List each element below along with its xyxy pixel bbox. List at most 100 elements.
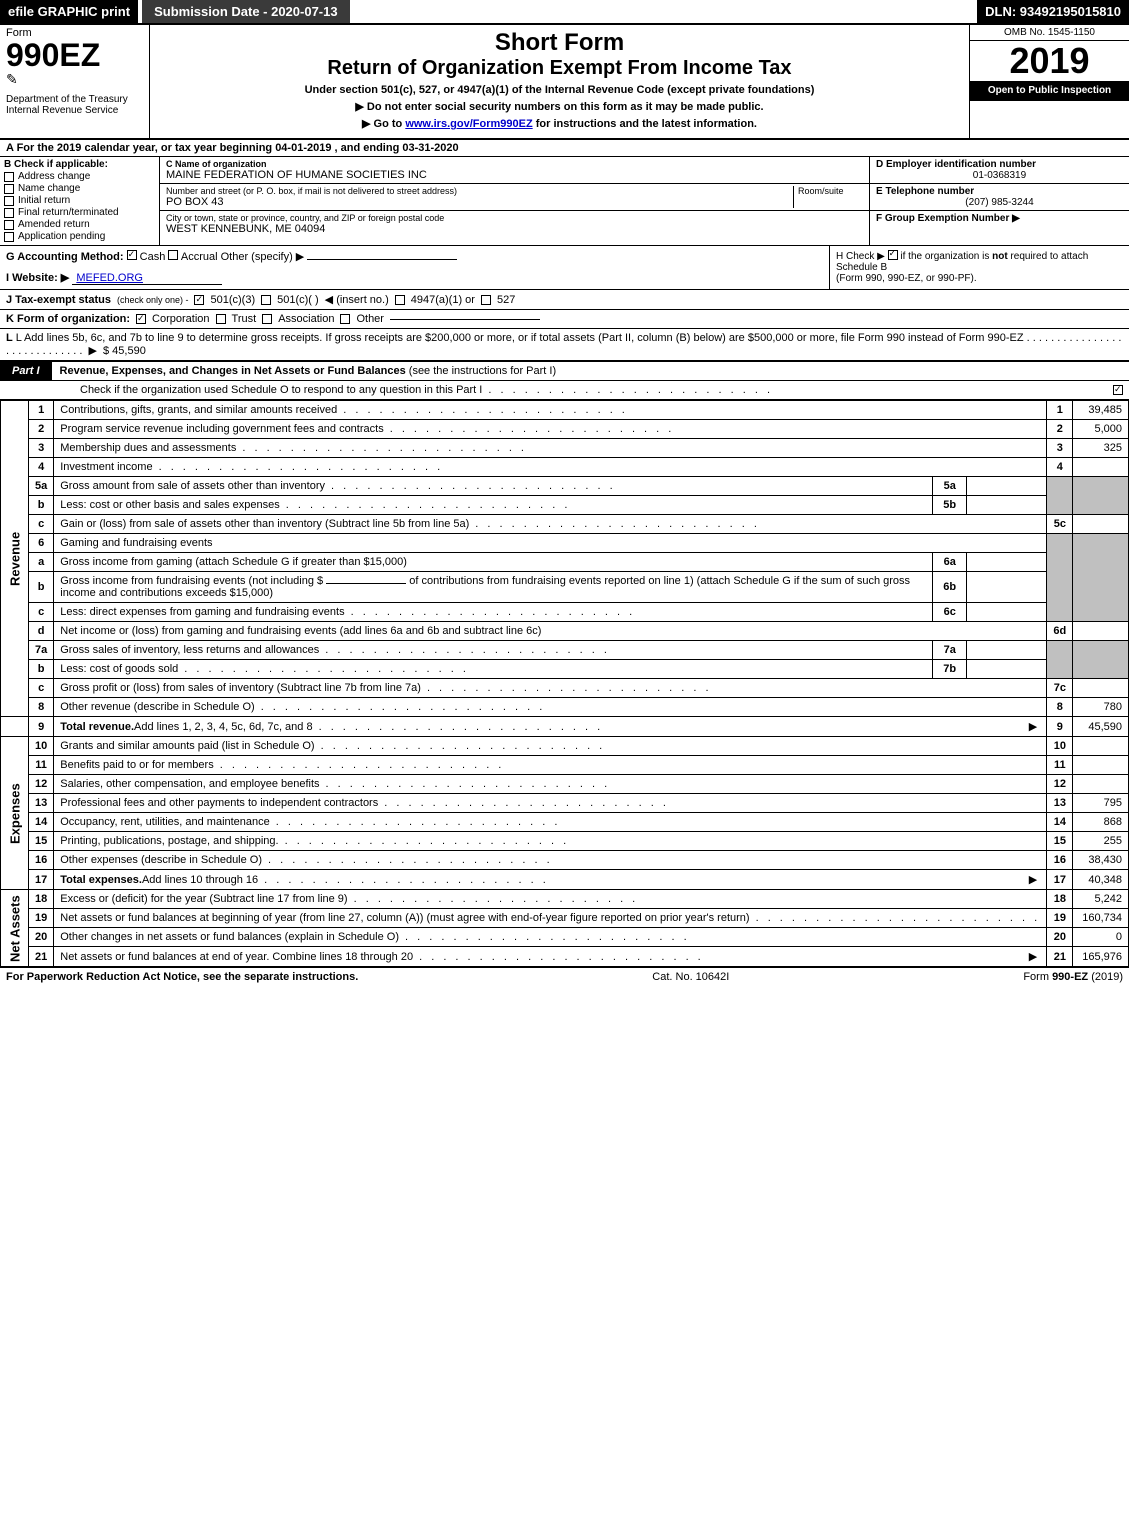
checkbox-527[interactable] xyxy=(481,295,491,305)
arrow-icon: ▶ xyxy=(1029,950,1037,963)
j-opt1: 501(c)(3) xyxy=(210,294,255,306)
header-left: Form 990EZ ✎ Department of the Treasury … xyxy=(0,25,150,138)
checkbox-final-return[interactable] xyxy=(4,208,14,218)
sub-value xyxy=(967,496,1047,515)
sub-value xyxy=(967,477,1047,496)
checkbox-address-change[interactable] xyxy=(4,172,14,182)
schedule-o-check-row: Check if the organization used Schedule … xyxy=(0,381,1129,400)
line-desc: Other expenses (describe in Schedule O) xyxy=(60,854,262,866)
checkbox-accrual[interactable] xyxy=(168,250,178,260)
line-desc: Gross sales of inventory, less returns a… xyxy=(60,644,319,656)
line-value: 45,590 xyxy=(1073,717,1129,737)
dots: . . . . . . . . . . . . . . . . . . . . … xyxy=(270,816,1040,828)
line-desc: Total expenses. xyxy=(60,874,142,886)
checkbox-501c[interactable] xyxy=(261,295,271,305)
line-desc: Gross profit or (loss) from sales of inv… xyxy=(60,682,421,694)
dots: . . . . . . . . . . . . . . . . . . . . … xyxy=(348,893,1041,905)
line-value: 255 xyxy=(1073,832,1129,851)
dots: . . . . . . . . . . . . . . . . . . . . … xyxy=(178,663,926,675)
checkbox-other-org[interactable] xyxy=(340,314,350,324)
line-box: 17 xyxy=(1047,870,1073,890)
ein-value: 01-0368319 xyxy=(876,170,1123,181)
efile-print-button[interactable]: efile GRAPHIC print xyxy=(0,0,138,23)
other-specify-input[interactable] xyxy=(307,259,457,260)
form-header: Form 990EZ ✎ Department of the Treasury … xyxy=(0,25,1129,140)
sub-box: 6c xyxy=(933,603,967,622)
line-num: 13 xyxy=(29,794,54,813)
section-h-block: H Check ▶ if the organization is not req… xyxy=(829,246,1129,289)
line-desc: Total revenue. xyxy=(60,721,134,733)
arrow-icon: ▶ xyxy=(1029,720,1037,733)
line-num: 12 xyxy=(29,775,54,794)
section-b-label: B Check if applicable: xyxy=(4,159,155,170)
checkbox-name-change[interactable] xyxy=(4,184,14,194)
checkbox-amended-return[interactable] xyxy=(4,220,14,230)
line-desc: Net assets or fund balances at beginning… xyxy=(60,912,749,924)
expenses-side-label: Expenses xyxy=(1,737,29,890)
other-org-input[interactable] xyxy=(390,319,540,320)
checkbox-association[interactable] xyxy=(262,314,272,324)
checkbox-4947[interactable] xyxy=(395,295,405,305)
line-num: 3 xyxy=(29,439,54,458)
line-value: 325 xyxy=(1073,439,1129,458)
line-desc2: Add lines 1, 2, 3, 4, 5c, 6d, 7c, and 8 xyxy=(134,721,313,733)
checkbox-application-pending[interactable] xyxy=(4,232,14,242)
line-box: 21 xyxy=(1047,947,1073,967)
k-assoc: Association xyxy=(278,313,334,325)
line-box: 13 xyxy=(1047,794,1073,813)
checkbox-cash[interactable] xyxy=(127,250,137,260)
line-desc: Gross amount from sale of assets other t… xyxy=(60,480,325,492)
section-l-row: L L Add lines 5b, 6c, and 7b to line 9 t… xyxy=(0,329,1129,360)
line-box: 3 xyxy=(1047,439,1073,458)
h-not: not xyxy=(992,251,1008,262)
line-desc2: Add lines 10 through 16 xyxy=(142,874,258,886)
k-corp: Corporation xyxy=(152,313,209,325)
dots: . . . . . . . . . . . . . . . . . . . . … xyxy=(319,644,926,656)
line-num: 1 xyxy=(29,401,54,420)
arrow-icon: ▶ xyxy=(1029,873,1037,886)
checkbox-schedule-o[interactable] xyxy=(1113,385,1123,395)
line-num: 5a xyxy=(29,477,54,496)
section-def-block: D Employer identification number 01-0368… xyxy=(869,157,1129,245)
line-box: 1 xyxy=(1047,401,1073,420)
checkbox-initial-return[interactable] xyxy=(4,196,14,206)
contributions-input[interactable] xyxy=(326,583,406,584)
checkbox-trust[interactable] xyxy=(216,314,226,324)
shaded-cell xyxy=(1073,641,1129,679)
section-b-checkboxes: B Check if applicable: Address change Na… xyxy=(0,157,160,245)
address-label: Number and street (or P. O. box, if mail… xyxy=(166,186,793,196)
line-desc: Membership dues and assessments xyxy=(60,442,236,454)
line-value: 780 xyxy=(1073,698,1129,717)
line-value: 40,348 xyxy=(1073,870,1129,890)
line-desc: Other revenue (describe in Schedule O) xyxy=(60,701,254,713)
check-label: Address change xyxy=(18,171,90,182)
line-value xyxy=(1073,622,1129,641)
line-desc: Net assets or fund balances at end of ye… xyxy=(60,951,413,963)
shaded-cell xyxy=(1047,477,1073,515)
line-box: 14 xyxy=(1047,813,1073,832)
shaded-cell xyxy=(1047,534,1073,622)
line-desc: Program service revenue including govern… xyxy=(60,423,383,435)
line-num: 8 xyxy=(29,698,54,717)
line-a-tax-year: A For the 2019 calendar year, or tax yea… xyxy=(0,140,1129,157)
checkbox-501c3[interactable] xyxy=(194,295,204,305)
line-desc: Gain or (loss) from sale of assets other… xyxy=(60,518,469,530)
irs-link[interactable]: www.irs.gov/Form990EZ xyxy=(405,118,532,130)
section-c-label: C Name of organization xyxy=(166,159,863,169)
footer-form-ref: Form 990-EZ (2019) xyxy=(1023,971,1123,983)
j-opt4: 527 xyxy=(497,294,515,306)
dots: . . . . . . . . . . . . . . . . . . . . … xyxy=(279,835,1041,847)
website-link[interactable]: MEFED.ORG xyxy=(76,272,143,284)
sub-box: 7b xyxy=(933,660,967,679)
checkbox-corporation[interactable] xyxy=(136,314,146,324)
footer-catalog-number: Cat. No. 10642I xyxy=(358,971,1023,983)
line-value xyxy=(1073,737,1129,756)
line-num: 7a xyxy=(29,641,54,660)
line-desc: Less: direct expenses from gaming and fu… xyxy=(60,606,344,618)
line-box: 7c xyxy=(1047,679,1073,698)
line-desc: Other changes in net assets or fund bala… xyxy=(60,931,399,943)
checkbox-schedule-b[interactable] xyxy=(888,250,898,260)
line-num: 17 xyxy=(29,870,54,890)
line-box: 20 xyxy=(1047,928,1073,947)
line-box: 2 xyxy=(1047,420,1073,439)
